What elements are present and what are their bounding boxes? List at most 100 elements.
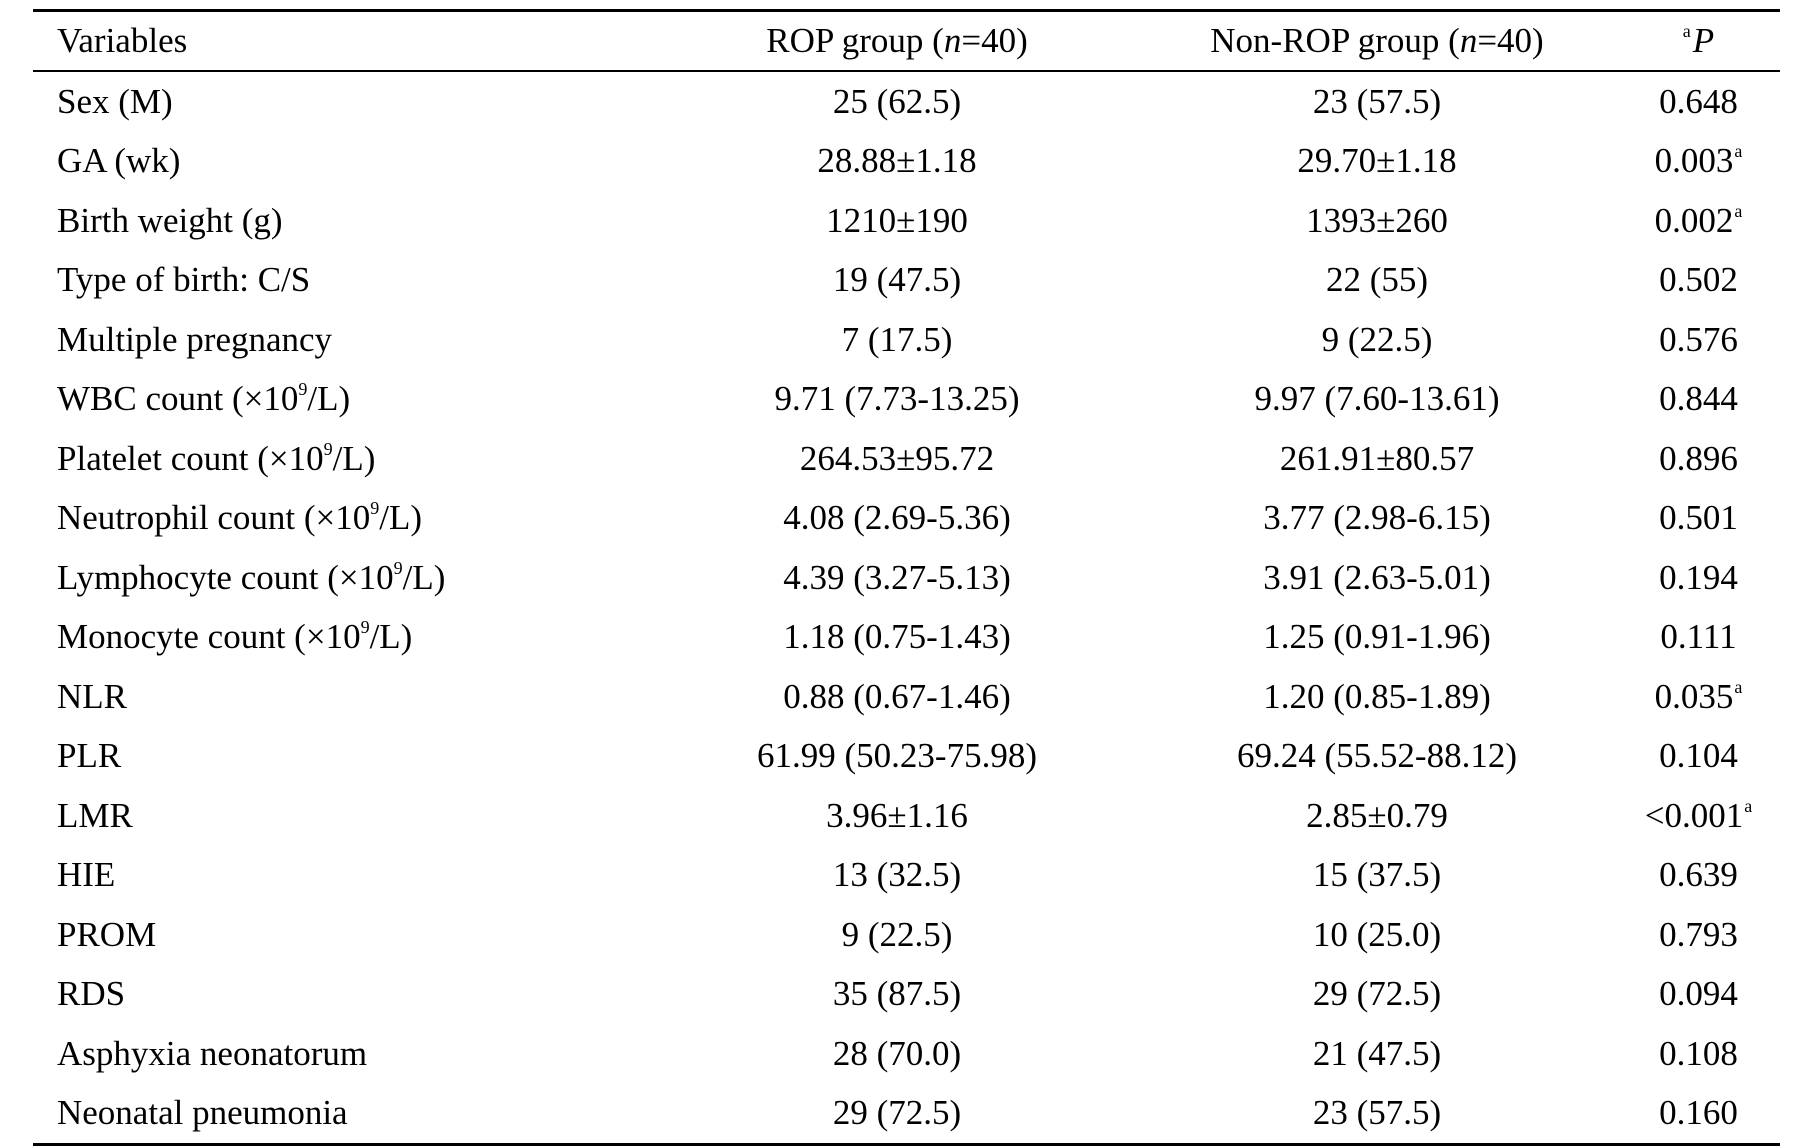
variable-label: Platelet count (×109/L) [33, 429, 657, 489]
unit-exponent: 9 [360, 617, 370, 638]
nonrop-value: 21 (47.5) [1312, 1033, 1442, 1073]
header-p-value: aP [1617, 12, 1780, 70]
p-value-text: 0.002 [1654, 200, 1734, 240]
unit-exponent: 9 [298, 379, 308, 400]
rop-value: 7 (17.5) [841, 319, 953, 359]
p-value-text: 0.111 [1660, 617, 1737, 657]
nonrop-value: 15 (37.5) [1312, 855, 1442, 895]
table-row: Monocyte count (×109/L) 1.18 (0.75-1.43) 1… [33, 608, 1780, 668]
significance-marker: a [1744, 795, 1753, 816]
p-value-text: 0.108 [1659, 1033, 1738, 1073]
nonrop-value: 261.91±80.57 [1279, 438, 1475, 478]
header-nonrop-group: Non-ROP group (n=40) [1137, 12, 1617, 70]
p-value: 0.108 [1617, 1024, 1780, 1084]
rop-value: 4.08 (2.69-5.36) [783, 498, 1011, 538]
table-row: Sex (M) 25 (62.5) 23 (57.5) 0.648 [33, 72, 1780, 132]
p-value-text: 0.639 [1659, 855, 1738, 895]
table-row: Neutrophil count (×109/L) 4.08 (2.69-5.36… [33, 489, 1780, 549]
table-row: Neonatal pneumonia 29 (72.5) 23 (57.5) 0.16… [33, 1084, 1780, 1144]
significance-marker: a [1734, 200, 1743, 221]
table-row: RDS 35 (87.5) 29 (72.5) 0.094 [33, 965, 1780, 1025]
p-value-text: 0.194 [1659, 557, 1738, 597]
nonrop-value: 3.91 (2.63-5.01) [1263, 557, 1491, 597]
variable-label: NLR [33, 667, 657, 727]
variable-label: Multiple pregnancy [33, 310, 657, 370]
rop-value: 9.71 (7.73-13.25) [774, 379, 1020, 419]
header-p-superscript: a [1682, 21, 1691, 41]
variable-label-text: Platelet count (×10 [57, 438, 324, 478]
p-value-text: 0.035 [1654, 676, 1734, 716]
rop-value: 264.53±95.72 [799, 438, 995, 478]
p-value: 0.502 [1617, 251, 1780, 311]
table-row: GA (wk) 28.88±1.18 29.70±1.18 0.003a [33, 132, 1780, 192]
variable-label-text: LMR [57, 795, 133, 835]
table-row: Type of birth: C/S 19 (47.5) 22 (55) 0.502 [33, 251, 1780, 311]
p-value-text: 0.576 [1659, 319, 1738, 359]
p-value: 0.501 [1617, 489, 1780, 549]
header-variables: Variables [57, 21, 188, 60]
table-row: LMR 3.96±1.16 2.85±0.79 <0.001a [33, 786, 1780, 846]
variable-label-text: Lymphocyte count (×10 [57, 557, 394, 597]
variable-label: Type of birth: C/S [33, 251, 657, 311]
variable-label-text: Sex (M) [57, 81, 173, 121]
p-value-text: 0.104 [1659, 736, 1738, 776]
table-row: PROM 9 (22.5) 10 (25.0) 0.793 [33, 905, 1780, 965]
rop-value: 1.18 (0.75-1.43) [783, 617, 1011, 657]
unit-exponent: 9 [393, 557, 403, 578]
variable-label-text: NLR [57, 676, 127, 716]
p-value: 0.035a [1617, 667, 1780, 727]
nonrop-value: 29.70±1.18 [1297, 141, 1457, 181]
header-p-symbol: P [1692, 21, 1715, 60]
variable-label-unit: /L) [369, 617, 413, 657]
rop-value: 28 (70.0) [832, 1033, 962, 1073]
p-value: 0.002a [1617, 191, 1780, 251]
p-value: 0.648 [1617, 72, 1780, 132]
p-value-text: 0.502 [1659, 260, 1738, 300]
rop-value: 29 (72.5) [832, 1093, 962, 1133]
variable-label-text: Birth weight (g) [57, 200, 283, 240]
p-value-text: 0.094 [1659, 974, 1738, 1014]
p-value: 0.160 [1617, 1084, 1780, 1144]
significance-marker: a [1734, 676, 1743, 697]
variable-label-unit: /L) [402, 557, 446, 597]
header-rule [33, 70, 1780, 72]
variable-label-text: PLR [57, 736, 122, 776]
p-value: 0.844 [1617, 370, 1780, 430]
table-row: PLR 61.99 (50.23-75.98) 69.24 (55.52-88.12… [33, 727, 1780, 787]
rop-value: 61.99 (50.23-75.98) [757, 736, 1037, 776]
nonrop-value: 1393±260 [1306, 200, 1448, 240]
table-row: Platelet count (×109/L) 264.53±95.72 261.9… [33, 429, 1780, 489]
variable-label: Sex (M) [33, 72, 657, 132]
unit-exponent: 9 [370, 498, 380, 519]
header-row: Variables ROP group (n=40) Non-ROP group… [33, 12, 1780, 70]
rop-value: 28.88±1.18 [817, 141, 977, 181]
variable-label: Neonatal pneumonia [33, 1084, 657, 1144]
nonrop-value: 69.24 (55.52-88.12) [1237, 736, 1517, 776]
rop-value: 9 (22.5) [841, 914, 953, 954]
top-rule [33, 9, 1780, 12]
significance-marker: a [1734, 141, 1743, 162]
rop-value: 3.96±1.16 [826, 795, 968, 835]
p-value-text: 0.648 [1659, 81, 1738, 121]
variable-label-text: RDS [57, 974, 126, 1014]
nonrop-value: 2.85±0.79 [1306, 795, 1448, 835]
variable-label-text: Monocyte count (×10 [57, 617, 361, 657]
nonrop-value: 23 (57.5) [1312, 81, 1442, 121]
variable-label-text: Neonatal pneumonia [57, 1093, 348, 1133]
variable-label: LMR [33, 786, 657, 846]
variable-label: HIE [33, 846, 657, 906]
variable-label: WBC count (×109/L) [33, 370, 657, 430]
comparison-table-container: Variables ROP group (n=40) Non-ROP group… [33, 9, 1780, 1146]
header-nonrop-prefix: Non-ROP group ( [1210, 21, 1460, 60]
p-value: 0.003a [1617, 132, 1780, 192]
comparison-table: Variables ROP group (n=40) Non-ROP group… [33, 12, 1780, 1143]
variable-label-text: PROM [57, 914, 157, 954]
variable-label-text: HIE [57, 855, 116, 895]
nonrop-value: 1.20 (0.85-1.89) [1263, 676, 1491, 716]
unit-exponent: 9 [323, 438, 333, 459]
variable-label-text: Asphyxia neonatorum [57, 1033, 368, 1073]
p-value: 0.793 [1617, 905, 1780, 965]
p-value-text: <0.001 [1644, 795, 1744, 835]
p-value-text: 0.896 [1659, 438, 1738, 478]
table-row: Lymphocyte count (×109/L) 4.39 (3.27-5.13… [33, 548, 1780, 608]
